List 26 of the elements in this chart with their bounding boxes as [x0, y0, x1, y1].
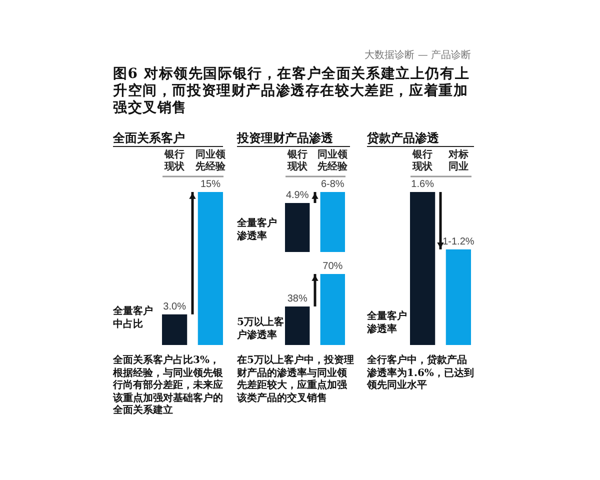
y-axis-title: 5万以上客户渗透率 — [237, 316, 284, 342]
y-axis-title: 全量客户中占比 — [113, 305, 153, 331]
data-label: 6-8% — [320, 179, 344, 190]
data-label: 38% — [287, 293, 308, 304]
text: 图6 对标领先国际银行，在客户全面关系建立上仍有上升空间，而投资理财产品渗透存在较大差距，应着重加强交叉销售 — [113, 66, 471, 117]
text: 全行客户中，贷款产品渗透率为1.6%，已达到领先同业水平 — [367, 355, 475, 392]
x-tick-label: 银行现状 — [286, 148, 308, 172]
x-tick-label: 对标同业 — [447, 148, 468, 172]
text: 大数据诊断 — 产品诊断 — [364, 50, 471, 62]
data-label: 70% — [322, 261, 343, 272]
x-tick-label: 银行现状 — [164, 148, 186, 172]
data-label: 3.0% — [163, 301, 186, 312]
chart-title: 全面关系客户 — [113, 131, 223, 147]
chart-title: 投资理财产品渗透 — [237, 131, 350, 147]
x-tick-label: 同业领先经验 — [194, 148, 226, 172]
data-label: 1-1.2% — [442, 236, 474, 248]
text: 全面关系客户占比3%，根据经验，与同业领先银行尚有部分差距，未来应该重点加强对基础客户的全面关系建立 — [113, 355, 224, 418]
y-axis-title: 全量客户渗透率 — [237, 217, 277, 243]
chart-title: 贷款产品渗透 — [367, 131, 474, 147]
data-label: 15% — [200, 179, 221, 190]
text: 在5万以上客户中，投资理财产品的渗透率与同业领先差距较大，应重点加强该类产品的交叉销售 — [237, 355, 354, 405]
y-axis-title: 全量客户渗透率 — [367, 310, 407, 336]
data-label: 1.6% — [411, 179, 434, 190]
x-tick-label: 银行现状 — [412, 148, 434, 172]
data-label: 4.9% — [286, 190, 309, 201]
x-tick-label: 同业领先经验 — [316, 148, 349, 172]
